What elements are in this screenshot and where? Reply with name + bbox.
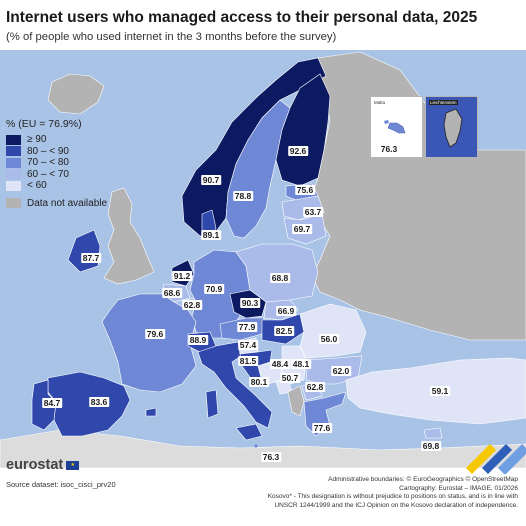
brand-text: eurostat [6,457,64,473]
legend-swatch [6,134,21,145]
value-label-turkiye: 59.1 [430,386,450,396]
credit-line: Kosovo* - This designation is without pr… [267,493,518,501]
value-label-germany: 70.9 [204,284,224,294]
value-label-lithuania: 69.7 [292,224,312,234]
value-label-cyprus: 69.8 [421,441,441,451]
value-label-serbia: 48.1 [291,359,311,369]
legend-swatch [6,180,21,191]
value-label-malta: 76.3 [261,452,281,462]
inset-liechtenstein: Liechtenstein [425,96,478,158]
legend-swatch [6,146,21,157]
value-label-ireland: 87.7 [81,253,101,263]
region-romania [299,303,367,359]
value-label-finland: 92.6 [288,146,308,156]
region-albania-kosovo [287,385,305,417]
value-label-netherlands: 91.2 [172,271,192,281]
value-label-belgium: 68.6 [162,288,182,298]
region-north-africa [0,429,526,469]
value-label-slovenia: 57.4 [238,340,258,350]
legend-swatch [6,157,21,168]
legend: % (EU = 76.9%) ≥ 90 80 – < 90 70 – < 80 … [6,118,107,209]
region-iceland [47,73,105,115]
region-france [101,293,197,393]
region-malta-small [254,444,258,448]
region-great-britain [103,187,155,285]
eurostat-logo: eurostat ★ [6,457,80,473]
value-label-norway: 90.7 [201,175,221,185]
map-title: Internet users who managed access to the… [6,9,478,26]
credit-line: Cartography: Eurostat – IMAGE, 01/2026 [399,484,518,492]
map-subtitle: (% of people who used internet in the 3 … [6,31,337,43]
region-sardinia [205,389,219,419]
value-label-switzerland: 88.9 [188,335,208,345]
value-label-croatia: 81.5 [238,356,258,366]
value-label-slovakia: 66.9 [276,306,296,316]
credit-line: Administrative boundaries: © EuroGeograp… [328,476,518,483]
value-label-italy: 80.1 [249,377,269,387]
source-note: Source dataset: isoc_cisci_prv20 [6,480,116,489]
value-label-sweden: 78.8 [233,191,253,201]
value-label-north-macedonia: 62.8 [305,382,325,392]
value-label-bosnia: 48.4 [270,359,290,369]
decorative-stripes [466,444,526,474]
value-label-latvia: 63.7 [303,207,323,217]
inset-liechtenstein-caption: Liechtenstein [429,100,458,105]
value-label-montenegro: 50.7 [280,373,300,383]
legend-swatch [6,169,21,180]
credits: Administrative boundaries: © EuroGeograp… [238,476,518,510]
inset-malta-caption: Malta [374,100,386,105]
legend-row: 60 – < 70 [6,169,107,181]
legend-row-not-available: Data not available [6,198,107,210]
credit-line: UNSCR 1244/1999 and the ICJ Opinion on t… [274,501,518,509]
legend-title: % (EU = 76.9%) [6,118,82,130]
inset-liechtenstein-shape [443,108,463,148]
legend-label: Data not available [27,197,108,209]
legend-label: 80 – < 90 [27,145,69,157]
value-label-austria: 77.9 [237,322,257,332]
value-label-luxembourg: 62.8 [182,300,202,310]
region-finland [275,73,331,187]
value-label-spain: 83.6 [89,397,109,407]
legend-swatch [6,198,21,209]
region-sicily [235,423,263,441]
value-label-france: 79.6 [145,329,165,339]
inset-malta-value: 76.3 [380,144,398,154]
inset-malta: Malta 76.3 [370,96,423,158]
legend-label: 60 – < 70 [27,168,69,180]
legend-label: < 60 [27,180,47,192]
value-label-greece: 77.6 [312,423,332,433]
inset-malta-shape [384,120,406,134]
value-label-denmark: 89.1 [201,230,221,240]
legend-row: < 60 [6,180,107,192]
eu-flag-icon: ★ [66,460,80,470]
value-label-estonia: 75.6 [295,185,315,195]
value-label-bulgaria: 62.0 [331,366,351,376]
legend-row: 70 – < 80 [6,157,107,169]
value-label-czechia: 90.3 [240,298,260,308]
value-label-hungary: 82.5 [274,326,294,336]
legend-label: ≥ 90 [27,134,47,146]
region-cyprus [423,427,443,439]
legend-row: ≥ 90 [6,134,107,146]
region-balearics [145,407,157,417]
legend-label: 70 – < 80 [27,157,69,169]
legend-row: 80 – < 90 [6,146,107,158]
value-label-romania: 56.0 [319,334,339,344]
value-label-portugal: 84.7 [42,398,62,408]
value-label-poland: 68.8 [270,273,290,283]
